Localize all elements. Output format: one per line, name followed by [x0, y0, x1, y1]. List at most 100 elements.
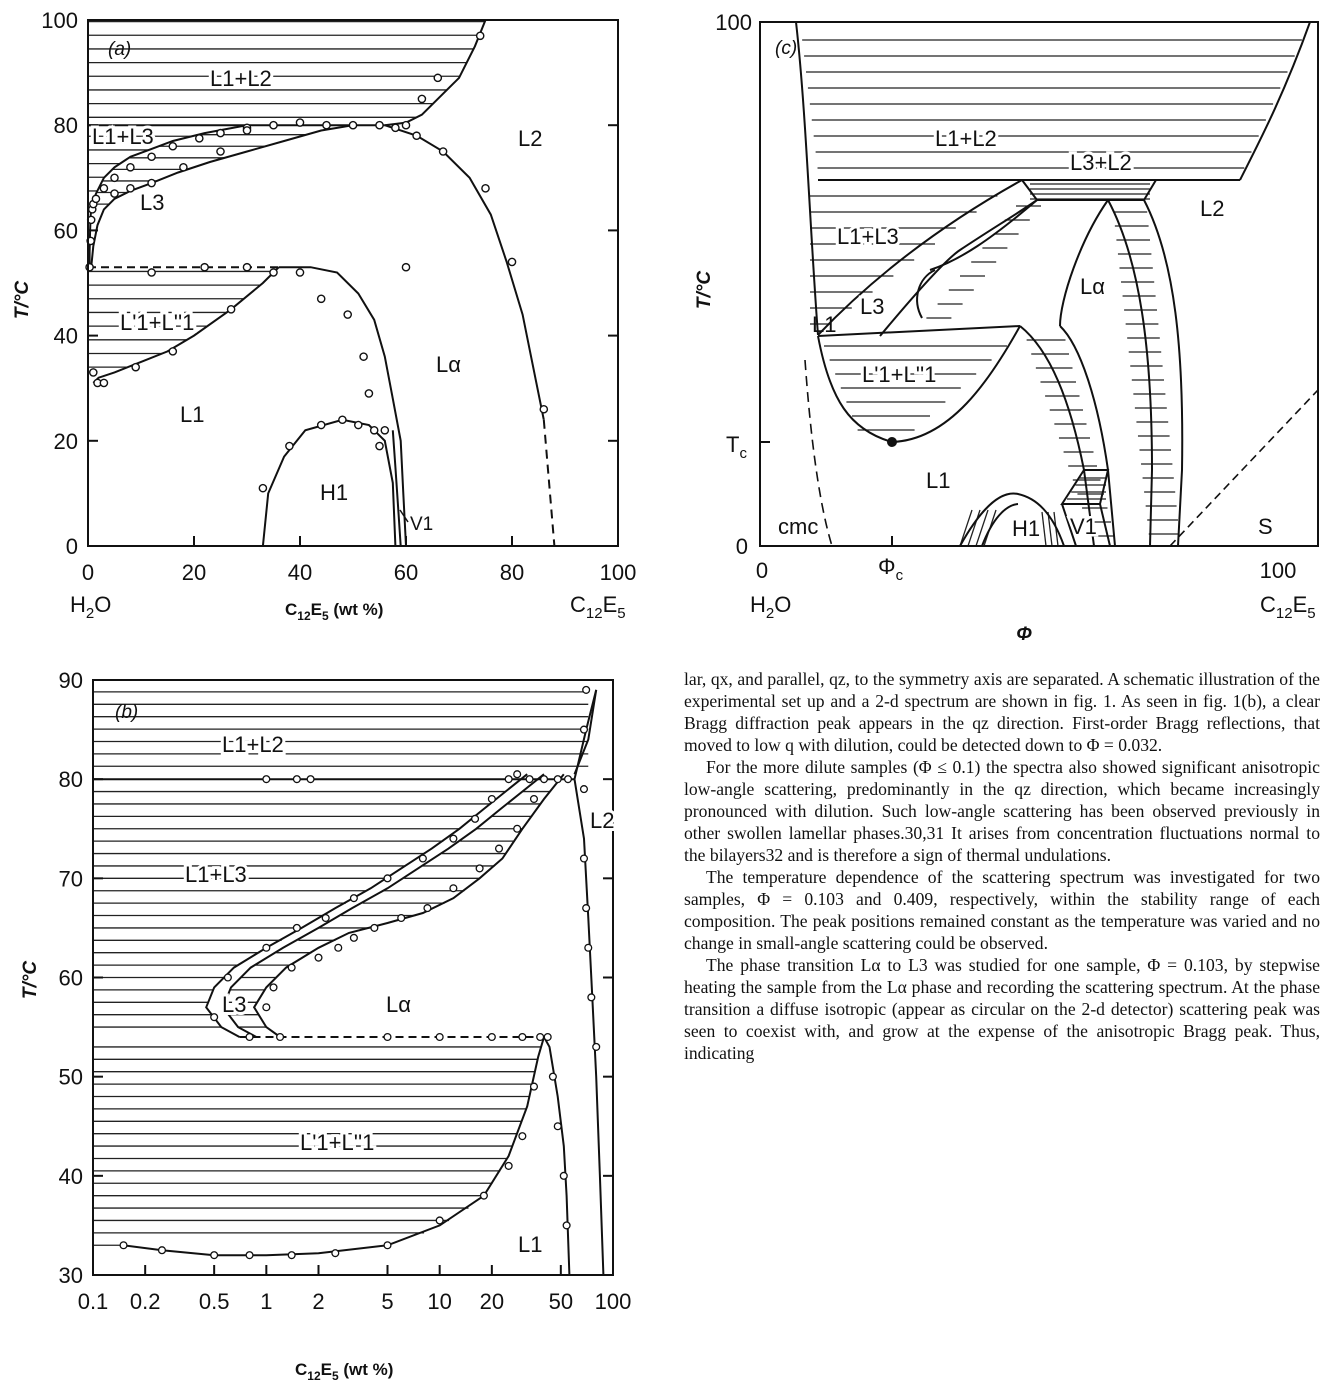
data-point — [119, 1241, 128, 1250]
x-left-label-c: H2O — [750, 592, 791, 622]
data-point — [126, 184, 135, 193]
data-point — [168, 347, 178, 356]
phase-label-L3-a: L3 — [140, 190, 164, 215]
tick-label-y100-c: 100 — [715, 10, 752, 35]
x-tick-label: 50 — [549, 1289, 573, 1314]
L1L1-dome-b — [123, 1036, 545, 1257]
data-point — [579, 725, 589, 734]
L2-hatched-right-c — [1143, 199, 1184, 546]
x-tick-label: 1 — [260, 1289, 272, 1314]
data-point — [262, 1003, 271, 1012]
data-point — [435, 1216, 444, 1225]
data-point — [563, 775, 573, 784]
y-tick-label: 60 — [59, 966, 83, 991]
phase-label-L1L3-b: L1+L3 — [185, 862, 247, 887]
data-point — [131, 362, 140, 372]
tick-label-y0-c: 0 — [736, 534, 748, 559]
L3-inner-c — [879, 199, 1038, 337]
phase-label-cmc-c: cmc — [778, 514, 818, 539]
data-point — [147, 152, 156, 162]
critical-point-c — [887, 437, 897, 447]
data-point — [383, 1032, 392, 1042]
L1-Lalpha-boundary — [278, 266, 407, 547]
data-point — [525, 775, 534, 784]
data-point — [579, 854, 589, 863]
data-point — [287, 963, 296, 972]
data-point — [504, 775, 513, 784]
V1-leader-a — [399, 509, 409, 523]
data-point — [334, 943, 343, 952]
x-right-label-c: C12E5 — [1260, 592, 1316, 622]
V1-box-c — [1060, 469, 1110, 505]
data-point — [401, 120, 411, 130]
paragraph-4: The phase transition Lα to L3 was studie… — [684, 955, 1320, 1063]
phase-label-V1-c: V1 — [1070, 514, 1097, 539]
H1-inner-c — [981, 503, 1019, 546]
data-point — [539, 775, 549, 784]
data-point — [147, 268, 156, 277]
data-point — [507, 257, 517, 267]
x-tick-label: 20 — [182, 560, 206, 585]
phase-diagram-a: 0 20 40 60 80 100 0 20 40 60 80 100 T/°C (a) H2O C1… — [12, 8, 636, 623]
phase-diagram-c: T/°C (c) 0 100 Tc 0 Φc 100 H2O C12E5 Φ L… — [694, 10, 1319, 645]
phase-label-Lalpha-c: Lα — [1080, 274, 1105, 299]
L3-outer-c — [817, 179, 1023, 336]
data-point — [322, 120, 331, 130]
data-point — [316, 294, 326, 304]
phase-label-L1-a: L1 — [180, 402, 204, 427]
panel-label-b: (b) — [115, 702, 138, 723]
data-point — [587, 993, 596, 1002]
H1-dome-c — [959, 492, 1065, 546]
data-point — [513, 770, 522, 779]
phase-label-L1L2-c: L1+L2 — [935, 126, 997, 151]
y-tick-label: 20 — [54, 429, 78, 454]
data-point — [543, 1032, 552, 1042]
data-point — [423, 904, 432, 913]
data-point — [89, 368, 98, 377]
phase-label-L3L2-c: L3+L2 — [1070, 150, 1132, 175]
data-point — [518, 1132, 527, 1141]
data-point — [210, 1013, 219, 1022]
data-point — [226, 304, 236, 314]
data-point — [287, 1251, 296, 1260]
axis-title-y-a: T/°C — [12, 281, 33, 319]
phase-label-H1-a: H1 — [320, 480, 348, 505]
data-point — [553, 1122, 562, 1131]
y-tick-label: 100 — [41, 8, 78, 33]
data-point — [99, 378, 109, 388]
data-point — [353, 420, 363, 430]
data-point — [579, 785, 589, 794]
eutectic-c — [817, 325, 1021, 337]
phase-label-L1-c: L1 — [812, 312, 836, 337]
data-point — [433, 73, 443, 83]
data-point — [210, 1251, 219, 1260]
data-point — [449, 834, 458, 843]
data-point — [438, 147, 448, 156]
L3-outer-b — [205, 773, 528, 1038]
data-point — [449, 884, 458, 893]
phase-label-L1-lower-c: L1 — [926, 468, 950, 493]
data-point — [262, 943, 271, 952]
data-point — [276, 1032, 285, 1042]
x-tick-label: 80 — [500, 560, 524, 585]
axis-title-x-b: C12E5 (wt %) — [295, 1360, 393, 1380]
y-tick-label: 90 — [59, 668, 83, 693]
data-point — [470, 814, 480, 823]
data-point — [194, 134, 204, 143]
data-point — [475, 864, 484, 873]
data-point — [548, 1072, 557, 1081]
Lalpha-hatched-left-c — [1019, 325, 1095, 546]
Lalpha-right-b — [573, 779, 605, 1276]
phase-label-L1L3-c: L1+L3 — [837, 224, 899, 249]
L3L2-upper-c — [1021, 179, 1157, 201]
data-point — [359, 352, 368, 361]
L3-inner-b — [252, 773, 565, 1038]
y-tick-label: 40 — [59, 1164, 83, 1189]
data-point — [295, 268, 305, 277]
data-point — [383, 1241, 392, 1250]
data-point — [292, 775, 301, 784]
data-point — [559, 1171, 568, 1180]
data-point — [364, 389, 374, 398]
phase-label-L1pL1pp-b: L'1+L''1 — [300, 1130, 374, 1155]
data-point — [375, 441, 384, 451]
